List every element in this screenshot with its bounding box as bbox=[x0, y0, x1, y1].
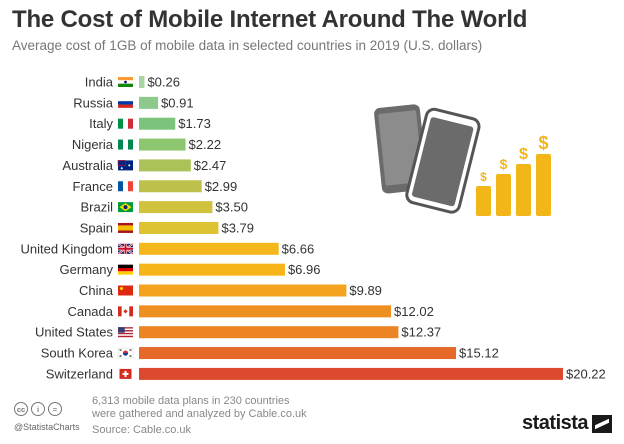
category-label-france: France bbox=[73, 179, 113, 194]
germany-flag-icon bbox=[118, 264, 133, 275]
value-label-china: $9.89 bbox=[349, 283, 382, 298]
category-label-australia: Australia bbox=[62, 158, 113, 173]
statista-wordmark: statista bbox=[522, 412, 589, 434]
australia-flag-icon bbox=[117, 160, 133, 171]
value-label-india: $0.26 bbox=[147, 75, 180, 90]
canada-flag-icon bbox=[118, 306, 133, 317]
bar-nigeria bbox=[139, 138, 186, 151]
value-label-spain: $3.79 bbox=[221, 220, 254, 235]
bar-australia bbox=[139, 159, 191, 172]
value-label-russia: $0.91 bbox=[161, 95, 194, 110]
value-label-australia: $2.47 bbox=[194, 158, 227, 173]
bar-brazil bbox=[139, 201, 213, 214]
value-label-switzerland: $20.22 bbox=[566, 366, 606, 381]
south-korea-flag-icon bbox=[117, 347, 134, 359]
india-flag-icon bbox=[118, 77, 133, 87]
category-label-nigeria: Nigeria bbox=[72, 137, 114, 152]
value-label-brazil: $3.50 bbox=[215, 200, 248, 215]
bar-china bbox=[139, 284, 347, 297]
statista-logo[interactable]: statista bbox=[522, 412, 613, 435]
illustration-bar bbox=[496, 174, 511, 216]
illustration-bar bbox=[536, 154, 551, 216]
category-label-switzerland: Switzerland bbox=[46, 366, 113, 381]
russia-flag-icon bbox=[118, 97, 133, 108]
category-label-germany: Germany bbox=[60, 262, 114, 277]
statista-handle: @StatistaCharts bbox=[14, 422, 80, 432]
category-label-china: China bbox=[79, 283, 114, 298]
category-label-canada: Canada bbox=[67, 304, 113, 319]
bar-canada bbox=[139, 305, 392, 318]
category-label-south-korea: South Korea bbox=[41, 346, 114, 361]
category-label-spain: Spain bbox=[80, 220, 113, 235]
dollar-sign-icon: $ bbox=[538, 133, 548, 153]
category-label-united-kingdom: United Kingdom bbox=[21, 241, 114, 256]
nigeria-flag-icon bbox=[118, 139, 133, 150]
dollar-sign-icon: $ bbox=[500, 156, 508, 172]
chart-title: The Cost of Mobile Internet Around The W… bbox=[12, 6, 528, 33]
bar-switzerland bbox=[139, 367, 563, 380]
footnote: 6,313 mobile data plans in 230 countries… bbox=[92, 395, 307, 420]
license-icons: cc i = bbox=[14, 402, 62, 416]
category-label-brazil: Brazil bbox=[80, 200, 113, 215]
category-label-italy: Italy bbox=[89, 116, 113, 131]
value-label-germany: $6.96 bbox=[288, 262, 321, 277]
category-label-united-states: United States bbox=[35, 325, 114, 340]
value-label-canada: $12.02 bbox=[394, 304, 434, 319]
bar-united-kingdom bbox=[139, 242, 279, 255]
category-label-india: India bbox=[85, 75, 114, 90]
italy-flag-icon bbox=[118, 118, 133, 129]
value-label-south-korea: $15.12 bbox=[459, 346, 499, 361]
statista-logo-icon bbox=[592, 414, 613, 433]
illustration-bar bbox=[516, 164, 531, 216]
attribution-icon: i bbox=[31, 402, 45, 416]
value-label-united-kingdom: $6.66 bbox=[282, 241, 315, 256]
bar-united-states bbox=[139, 326, 399, 339]
source-note: Source: Cable.co.uk bbox=[92, 424, 192, 436]
united-kingdom-flag-icon bbox=[117, 242, 134, 255]
value-label-italy: $1.73 bbox=[178, 116, 211, 131]
value-label-united-states: $12.37 bbox=[401, 325, 441, 340]
bar-russia bbox=[139, 96, 159, 109]
france-flag-icon bbox=[118, 181, 133, 192]
spain-flag-icon bbox=[118, 222, 133, 233]
brazil-flag-icon bbox=[118, 202, 133, 213]
mobile-cost-illustration-icon: $ $ $ $ bbox=[374, 104, 551, 216]
dollar-sign-icon: $ bbox=[519, 146, 528, 163]
dollar-sign-icon: $ bbox=[480, 170, 487, 184]
creative-commons-icon: cc bbox=[14, 402, 28, 416]
bar-germany bbox=[139, 263, 285, 276]
bar-italy bbox=[139, 117, 176, 130]
bar-south-korea bbox=[139, 347, 457, 360]
value-label-nigeria: $2.22 bbox=[189, 137, 222, 152]
china-flag-icon bbox=[118, 285, 133, 296]
bar-france bbox=[139, 180, 202, 193]
switzerland-flag-icon bbox=[119, 368, 132, 379]
bar-spain bbox=[139, 221, 219, 234]
category-label-russia: Russia bbox=[73, 95, 114, 110]
chart-subtitle: Average cost of 1GB of mobile data in se… bbox=[12, 38, 483, 53]
value-label-france: $2.99 bbox=[205, 179, 238, 194]
illustration-bar bbox=[476, 186, 491, 216]
united-states-flag-icon bbox=[118, 327, 133, 338]
no-derivatives-icon: = bbox=[48, 402, 62, 416]
bar-india bbox=[139, 76, 145, 88]
